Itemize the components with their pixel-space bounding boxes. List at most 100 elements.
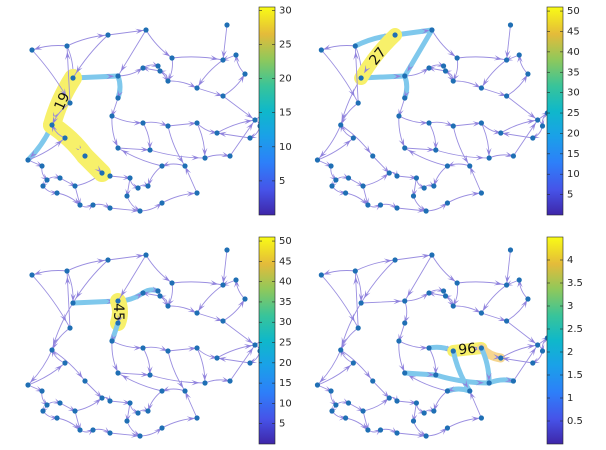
network-node (378, 427, 383, 432)
network-panel-bottom-left: 45 (25, 247, 267, 438)
network-node (451, 123, 456, 128)
network-node (487, 155, 492, 160)
network-node (70, 75, 75, 80)
network-node (426, 345, 431, 350)
network-node (402, 73, 407, 78)
edge-arrowhead (198, 303, 204, 311)
network-node (525, 71, 530, 76)
network-node (169, 280, 174, 285)
network-node (315, 382, 320, 387)
network-node (445, 425, 450, 430)
network-node (370, 153, 375, 158)
network-panel-top-right: 27 (315, 22, 550, 213)
network-node (479, 345, 484, 350)
network-node (147, 147, 152, 152)
network-node (511, 378, 516, 383)
network-node (109, 113, 114, 118)
network-node (77, 202, 82, 207)
network-node (511, 153, 516, 158)
network-node (90, 427, 95, 432)
network-node (194, 310, 199, 315)
colorbar-tick-label: 5 (279, 419, 285, 430)
network-node (353, 268, 358, 273)
network-node (49, 347, 54, 352)
network-node (467, 163, 472, 168)
network-node (441, 63, 446, 68)
colorbar-tick-label: 35 (279, 297, 292, 308)
colorbar-bottom-left: 5101520253035404550 (259, 236, 292, 444)
edge-arrowhead (529, 348, 536, 356)
network-node (105, 32, 110, 37)
network-node (394, 430, 399, 435)
network-node (329, 183, 334, 188)
edge-arrowhead (198, 78, 204, 86)
colorbar-tick-label: 20 (279, 74, 292, 85)
network-node (479, 415, 484, 420)
network-node (127, 400, 132, 405)
network-node (39, 388, 44, 393)
colorbar-tick-label: 4 (567, 255, 573, 266)
colorbar-tick-label: 30 (567, 88, 580, 99)
network-node (517, 277, 522, 282)
network-node (431, 408, 436, 413)
network-node (194, 345, 199, 350)
network-node (194, 85, 199, 90)
network-node (445, 163, 450, 168)
network-node (504, 93, 509, 98)
colorbar-tick-label: 10 (279, 142, 292, 153)
network-node (530, 360, 535, 365)
network-node (443, 68, 448, 73)
network-node (333, 402, 338, 407)
colorbar-tick-label: 25 (567, 108, 580, 119)
network-node (424, 433, 429, 438)
network-node (414, 175, 419, 180)
colorbar-tick-label: 40 (567, 47, 580, 58)
network-node (445, 200, 450, 205)
network-node (90, 202, 95, 207)
network-node (359, 75, 364, 80)
network-node (343, 190, 348, 195)
network-node (202, 380, 207, 385)
network-node (517, 52, 522, 57)
network-node (242, 296, 247, 301)
network-node (224, 22, 229, 27)
network-node (159, 200, 164, 205)
colorbar-tick-label: 2.5 (567, 324, 583, 335)
edge-arrowhead (364, 290, 370, 298)
network-node (402, 95, 407, 100)
network-node (115, 320, 120, 325)
network-node (508, 247, 513, 252)
network-node (233, 277, 238, 282)
colorbar-tick-label: 1.5 (567, 370, 583, 381)
network-node (479, 85, 484, 90)
network-node (194, 190, 199, 195)
network-node (252, 342, 257, 347)
network-node (455, 55, 460, 60)
network-node (127, 175, 132, 180)
network-node (29, 47, 34, 52)
network-node (346, 175, 351, 180)
colorbar-tick-label: 40 (279, 277, 292, 288)
network-node (220, 318, 225, 323)
network-node (479, 120, 484, 125)
colorbar-tick-label: 15 (279, 378, 292, 389)
network-node (247, 360, 252, 365)
network-node (157, 68, 162, 73)
network-node (220, 282, 225, 287)
network-node (165, 123, 170, 128)
edge-arrowhead (408, 150, 416, 157)
network-node (25, 382, 30, 387)
colorbar-tick-label: 25 (279, 338, 292, 349)
network-node (64, 268, 69, 273)
network-node (365, 427, 370, 432)
network-node (429, 252, 434, 257)
network-node (57, 400, 62, 405)
edge-arrowhead (246, 123, 253, 131)
edge-arrowhead (483, 78, 489, 86)
network-node (394, 398, 399, 403)
colorbar-tick-label: 15 (279, 108, 292, 119)
colorbar-tick-label: 15 (567, 149, 580, 160)
network-node (451, 78, 456, 83)
network-node (540, 348, 545, 353)
network-node (394, 173, 399, 178)
